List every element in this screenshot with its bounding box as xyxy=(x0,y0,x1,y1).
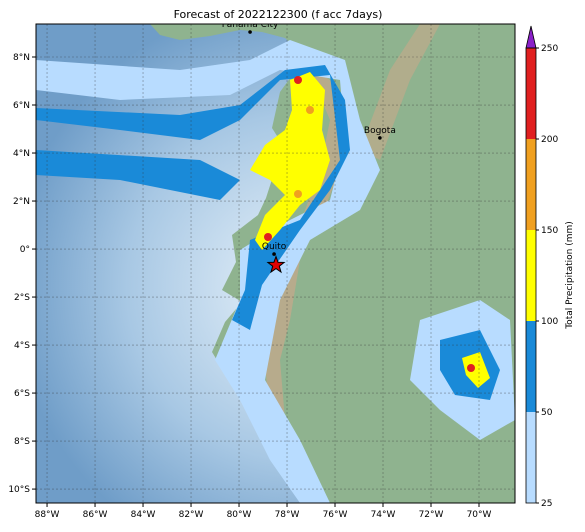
y-tick-label: 6°N xyxy=(13,101,30,111)
x-tick-label: 88°W xyxy=(35,510,60,520)
x-tick-label: 74°W xyxy=(371,510,396,520)
colorbar-label: Total Precipitation (mm) xyxy=(565,221,575,330)
y-tick-label: 6°S xyxy=(14,389,30,399)
colorbar-frame xyxy=(525,47,537,504)
precip-high xyxy=(250,72,330,250)
precip-peak xyxy=(467,364,475,372)
andes xyxy=(265,60,350,480)
colorbar-tick-label: 100 xyxy=(541,317,558,327)
colorbar-extend xyxy=(525,25,537,49)
x-tick-label: 86°W xyxy=(83,510,108,520)
colorbar-band xyxy=(526,230,536,321)
map-frame xyxy=(35,23,516,504)
colorbar-tick-label: 50 xyxy=(541,408,553,418)
city-dot xyxy=(272,252,276,256)
city-label: Quito xyxy=(262,242,287,252)
city-label: Panama City xyxy=(222,20,279,30)
precip-peak xyxy=(306,106,314,114)
colorbar-band xyxy=(526,48,536,139)
colorbar-tick-label: 200 xyxy=(541,135,558,145)
city-label: Bogota xyxy=(364,126,396,136)
y-tick-label: 2°S xyxy=(14,293,30,303)
y-tick-label: 8°N xyxy=(13,53,30,63)
colorbar-band xyxy=(526,321,536,412)
precip-east-high xyxy=(462,352,490,388)
x-tick-label: 72°W xyxy=(419,510,444,520)
colorbar-tick-label: 150 xyxy=(541,226,558,236)
precip-light xyxy=(36,40,380,503)
colorbar: 25 50 100 150 200 250 xyxy=(525,25,558,509)
andes-east xyxy=(360,24,440,160)
y-tick-label: 0° xyxy=(20,245,30,255)
y-tick-label: 8°S xyxy=(14,437,30,447)
cities: Panama City Bogota Quito xyxy=(222,20,396,274)
x-tick-label: 84°W xyxy=(131,510,156,520)
location-star xyxy=(266,255,286,274)
precip-peak xyxy=(264,233,272,241)
city-dot xyxy=(378,136,382,140)
axes: 88°W 86°W 84°W 82°W 80°W 78°W 76°W 74°W 72°W 70°W… xyxy=(8,53,491,520)
y-tick-label: 4°S xyxy=(14,341,30,351)
colorbar-tick-label: 250 xyxy=(541,44,558,54)
x-tick-label: 78°W xyxy=(275,510,300,520)
x-tick-label: 70°W xyxy=(467,510,492,520)
city-dot xyxy=(248,30,252,34)
colorbar-band xyxy=(526,139,536,230)
precip-peak xyxy=(294,76,302,84)
map-area: Panama City Bogota Quito xyxy=(36,20,515,503)
y-tick-label: 4°N xyxy=(13,149,30,159)
y-tick-label: 10°S xyxy=(8,485,30,495)
precip-peak xyxy=(294,190,302,198)
map-title: Forecast of 2022122300 (f acc 7days) xyxy=(174,8,383,21)
colorbar-band xyxy=(526,412,536,503)
y-tick-label: 2°N xyxy=(13,197,30,207)
x-tick-label: 80°W xyxy=(227,510,252,520)
x-tick-label: 76°W xyxy=(323,510,348,520)
colorbar-tick-label: 25 xyxy=(541,499,552,509)
x-tick-label: 82°W xyxy=(179,510,204,520)
